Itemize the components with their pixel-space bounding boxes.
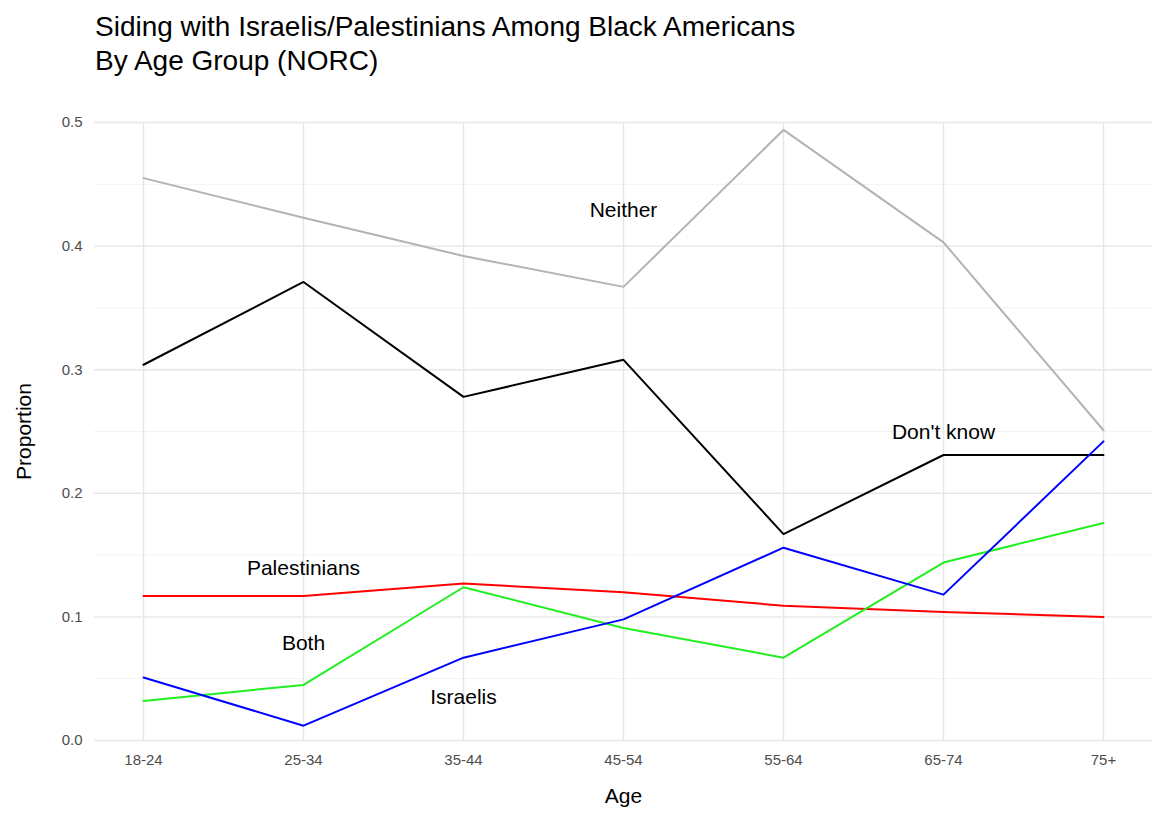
svg-text:65-74: 65-74 [924, 751, 962, 768]
svg-text:35-44: 35-44 [444, 751, 482, 768]
svg-text:55-64: 55-64 [764, 751, 802, 768]
svg-text:25-34: 25-34 [284, 751, 322, 768]
svg-text:Age: Age [605, 784, 642, 807]
svg-text:18-24: 18-24 [124, 751, 162, 768]
html-text:Siding with Israelis/Palestini: Siding with Israelis/Palestinians Among … [95, 11, 796, 76]
svg-text:0.3: 0.3 [62, 361, 83, 378]
svg-text:Don't know: Don't know [892, 420, 996, 443]
svg-text:0.2: 0.2 [62, 484, 83, 501]
svg-text:Proportion: Proportion [12, 383, 35, 480]
svg-text:Both: Both [282, 631, 325, 654]
svg-text:0.1: 0.1 [62, 608, 83, 625]
svg-text:75+: 75+ [1091, 751, 1117, 768]
svg-text:Palestinians: Palestinians [247, 556, 360, 579]
svg-text:45-54: 45-54 [604, 751, 642, 768]
svg-text:0.5: 0.5 [62, 113, 83, 130]
svg-text:Israelis: Israelis [430, 685, 497, 708]
svg-text:0.0: 0.0 [62, 731, 83, 748]
svg-text:0.4: 0.4 [62, 237, 83, 254]
svg-text:Neither: Neither [590, 198, 658, 221]
